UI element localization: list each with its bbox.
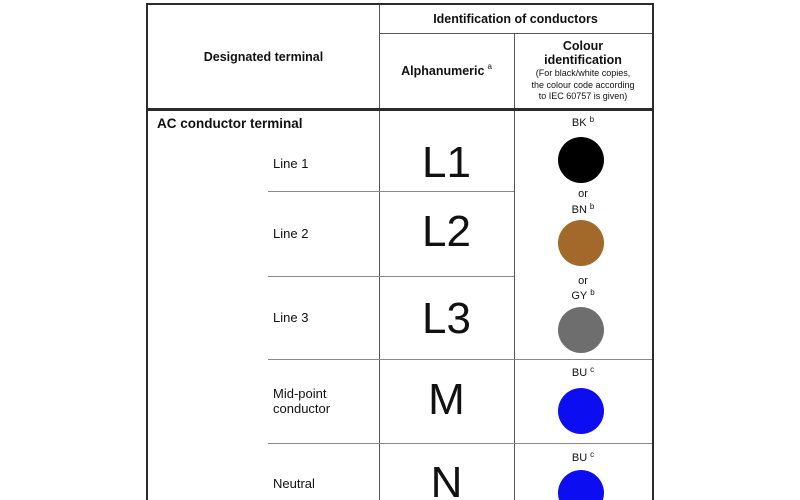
colour-code-bn-footnote: b	[589, 202, 595, 211]
alphanumeric-code-l3: L3	[422, 294, 471, 343]
header-bottom-rule	[148, 108, 652, 111]
colour-code-bu-midpoint-text: BU	[571, 367, 588, 379]
colour-code-bn-text: BN	[571, 204, 587, 216]
terminal-label-line-1: Line 1	[273, 156, 309, 171]
conductor-identification-table: Designated terminal Identification of co…	[146, 3, 654, 500]
designated-terminal-header: Designated terminal	[148, 5, 379, 108]
colour-code-bk: BK b	[514, 115, 652, 130]
section-header-ac-conductor-terminal: AC conductor terminal	[157, 116, 303, 131]
alphanumeric-label: Alphanumeric	[401, 63, 485, 78]
colour-code-bu-neutral: BU c	[514, 450, 652, 465]
or-separator-1: or	[578, 188, 588, 200]
row-divider-line3-midpoint	[268, 359, 652, 360]
colour-title-line2: identification	[544, 53, 622, 68]
colour-code-bk-text: BK	[571, 117, 587, 129]
alphanumeric-header: Alphanumeric a	[379, 33, 514, 108]
alphanumeric-code-n: N	[430, 458, 463, 500]
colour-code-gy: GY b	[514, 288, 652, 303]
colour-circle-blue-neutral	[558, 470, 604, 500]
row-divider-line1-line2	[268, 191, 514, 192]
colour-circle-blue-midpoint	[558, 388, 604, 434]
terminal-label-neutral: Neutral	[273, 476, 315, 491]
colour-note-line3: to IEC 60757 is given)	[538, 91, 628, 102]
colour-circle-grey	[558, 307, 604, 353]
alphanumeric-code-l1: L1	[422, 138, 471, 187]
identification-of-conductors-header: Identification of conductors	[379, 5, 652, 33]
terminal-label-line-3: Line 3	[273, 310, 309, 325]
colour-code-bu-midpoint-footnote: c	[590, 365, 595, 374]
identification-of-conductors-label: Identification of conductors	[433, 12, 598, 26]
row-divider-midpoint-neutral	[268, 443, 652, 444]
colour-code-gy-text: GY	[571, 290, 588, 302]
alphanumeric-footnote-marker: a	[487, 62, 492, 71]
alphanumeric-code-l2: L2	[422, 207, 471, 256]
column-divider-alphanumeric-colour	[514, 33, 515, 500]
colour-code-bu-neutral-footnote: c	[590, 450, 595, 459]
column-divider-terminal-alphanumeric	[379, 5, 380, 500]
header-subdivider-line	[379, 33, 652, 34]
colour-identification-header: Colour identification (For black/white c…	[514, 33, 652, 108]
terminal-label-line-2: Line 2	[273, 226, 309, 241]
colour-code-gy-footnote: b	[590, 288, 595, 297]
colour-circle-brown	[558, 220, 604, 266]
or-separator-2: or	[578, 275, 588, 287]
colour-circle-black	[558, 137, 604, 183]
colour-note-line1: (For black/white copies,	[535, 68, 631, 79]
colour-code-bk-footnote: b	[589, 115, 595, 124]
colour-code-bu-midpoint: BU c	[514, 365, 652, 380]
designated-terminal-label: Designated terminal	[203, 49, 324, 64]
row-divider-line2-line3	[268, 276, 514, 277]
colour-note-line2: the colour code according	[531, 79, 635, 90]
terminal-label-mid-point-conductor: Mid-point conductor	[273, 386, 331, 416]
colour-code-bn: BN b	[514, 202, 652, 217]
alphanumeric-code-m: M	[428, 375, 465, 424]
colour-title-line1: Colour	[562, 39, 604, 54]
colour-code-bu-neutral-text: BU	[571, 452, 588, 464]
